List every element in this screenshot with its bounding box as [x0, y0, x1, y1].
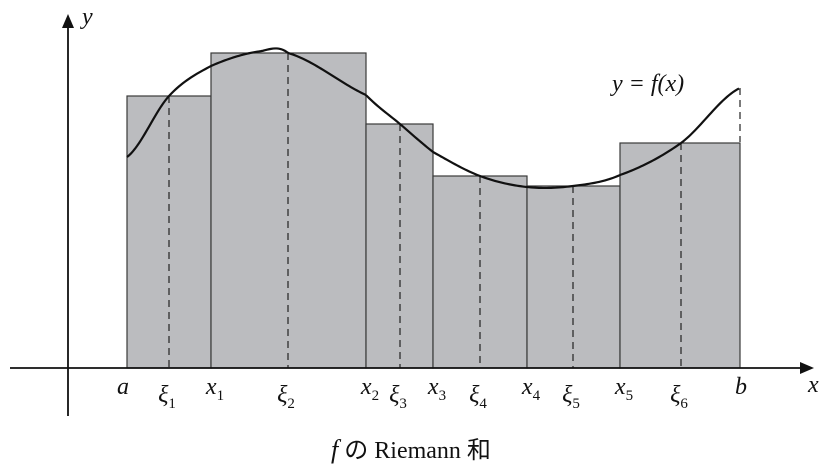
label-x4-subscript: 4 [533, 388, 541, 404]
label-a: a [117, 374, 129, 400]
caption-text: の Riemann 和 [338, 437, 491, 464]
sample-dashed-lines [168, 53, 682, 368]
label-xi3: ξ3 [389, 382, 407, 412]
label-x1-symbol: x [205, 374, 217, 400]
label-x2-subscript: 2 [372, 388, 380, 404]
curve-label: y = f(x) [610, 71, 684, 97]
label-xi2: ξ2 [277, 382, 295, 412]
label-xi2-subscript: 2 [287, 396, 295, 412]
riemann-rect-6 [619, 142, 741, 369]
y-axis-label: y [80, 4, 93, 30]
label-x2-symbol: x [360, 374, 372, 400]
label-xi2-symbol: ξ [277, 382, 288, 408]
label-xi6-subscript: 6 [680, 396, 688, 412]
label-x3-symbol: x [427, 374, 439, 400]
label-xi4: ξ4 [469, 382, 487, 412]
label-xi3-symbol: ξ [389, 382, 400, 408]
label-x3-subscript: 3 [439, 388, 447, 404]
label-xi4-symbol: ξ [469, 382, 480, 408]
label-x5-symbol: x [614, 374, 626, 400]
y-axis-arrowhead [62, 14, 74, 28]
label-b: b [735, 374, 747, 400]
label-x4-symbol: x [521, 374, 533, 400]
label-x1: x1 [205, 374, 224, 404]
x-axis-arrowhead [800, 362, 814, 374]
caption: f の Riemann 和 [331, 435, 491, 464]
label-x1-subscript: 1 [217, 388, 225, 404]
label-x3: x3 [427, 374, 446, 404]
label-xi6: ξ6 [670, 382, 688, 412]
label-xi5-subscript: 5 [572, 396, 580, 412]
riemann-rectangles [126, 52, 741, 369]
label-xi5-symbol: ξ [562, 382, 573, 408]
label-xi1: ξ1 [158, 382, 176, 412]
caption-function: f [331, 435, 342, 464]
label-xi5: ξ5 [562, 382, 580, 412]
label-xi4-subscript: 4 [479, 396, 487, 412]
label-x2: x2 [360, 374, 379, 404]
label-xi6-symbol: ξ [670, 382, 681, 408]
label-xi1-subscript: 1 [168, 396, 176, 412]
label-x5-subscript: 5 [626, 388, 634, 404]
label-xi3-subscript: 3 [399, 396, 407, 412]
label-x5: x5 [614, 374, 633, 404]
label-xi1-symbol: ξ [158, 382, 169, 408]
function-curve [126, 47, 740, 190]
label-x4: x4 [521, 374, 541, 404]
x-axis-label: x [807, 372, 819, 398]
